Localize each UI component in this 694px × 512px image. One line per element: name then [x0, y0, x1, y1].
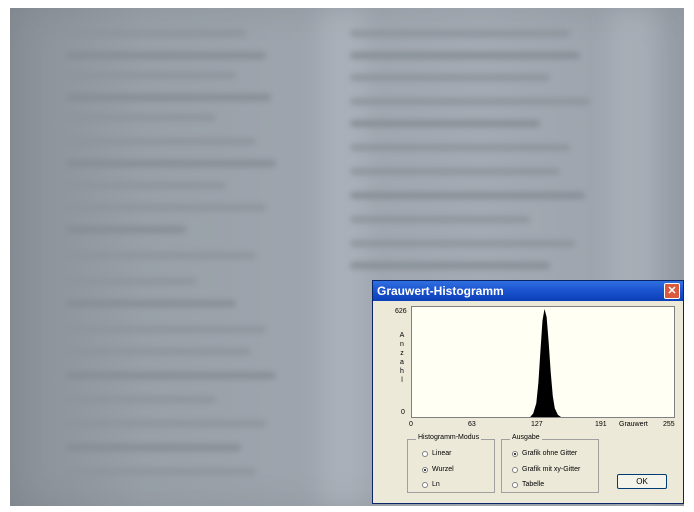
- histogram-mode-label: Histogramm-Modus: [416, 434, 482, 441]
- x-tick-label: 127: [531, 421, 543, 428]
- x-tick-label: 255: [663, 421, 675, 428]
- radio-button[interactable]: [512, 466, 518, 473]
- blurred-document-photo: [10, 8, 684, 506]
- y-min-label: 0: [401, 409, 405, 416]
- output-label: Ausgabe: [510, 434, 542, 441]
- y-max-label: 626: [395, 308, 407, 315]
- radio-button[interactable]: [512, 450, 518, 457]
- dialog-title: Grauwert-Histogramm: [377, 284, 504, 298]
- radio-grafik-ohne-gitter[interactable]: Grafik ohne Gitter: [512, 450, 577, 457]
- y-axis-letter: n: [400, 341, 404, 348]
- y-axis-label: A n z a h l: [399, 331, 405, 385]
- radio-label: Grafik ohne Gitter: [522, 450, 578, 457]
- radio-button[interactable]: [422, 481, 428, 488]
- radio-button[interactable]: [512, 481, 518, 488]
- radio-wurzel[interactable]: Wurzel: [422, 466, 454, 473]
- histogram-plot-area: [411, 306, 675, 418]
- x-axis-label: Grauwert: [619, 421, 648, 428]
- x-tick-label: 191: [595, 421, 607, 428]
- x-tick-label: 63: [468, 421, 476, 428]
- radio-ln[interactable]: Ln: [422, 481, 440, 488]
- y-axis-letter: A: [399, 332, 405, 339]
- x-tick-label: 0: [409, 421, 413, 428]
- radio-label: Tabelle: [522, 481, 545, 488]
- radio-grafik-mit-gitter[interactable]: Grafik mit xy-Gitter: [512, 466, 580, 473]
- radio-tabelle[interactable]: Tabelle: [512, 481, 544, 488]
- output-group: Ausgabe Grafik ohne Gitter Grafik mit xy…: [501, 434, 599, 493]
- y-axis-letter: a: [400, 359, 404, 366]
- radio-button[interactable]: [422, 450, 428, 457]
- grayscale-histogram-dialog: Grauwert-Histogramm ✕ 626 A n z a h l 0 …: [372, 280, 684, 504]
- ok-button[interactable]: OK: [617, 474, 667, 489]
- radio-label: Grafik mit xy-Gitter: [522, 466, 581, 473]
- radio-label: Ln: [432, 481, 440, 488]
- radio-label: Wurzel: [432, 466, 454, 473]
- radio-linear[interactable]: Linear: [422, 450, 451, 457]
- y-axis-letter: z: [400, 350, 404, 357]
- y-axis-letter: l: [401, 377, 403, 384]
- y-axis-letter: h: [400, 368, 404, 375]
- dialog-titlebar[interactable]: Grauwert-Histogramm ✕: [373, 281, 683, 301]
- radio-button[interactable]: [422, 466, 428, 473]
- close-icon: ✕: [667, 285, 677, 297]
- histogram-mode-group: Histogramm-Modus Linear Wurzel Ln: [407, 434, 495, 493]
- histogram-chart: [530, 309, 561, 417]
- histogram-area: [530, 309, 561, 417]
- radio-label: Linear: [432, 450, 452, 457]
- close-button[interactable]: ✕: [664, 283, 680, 299]
